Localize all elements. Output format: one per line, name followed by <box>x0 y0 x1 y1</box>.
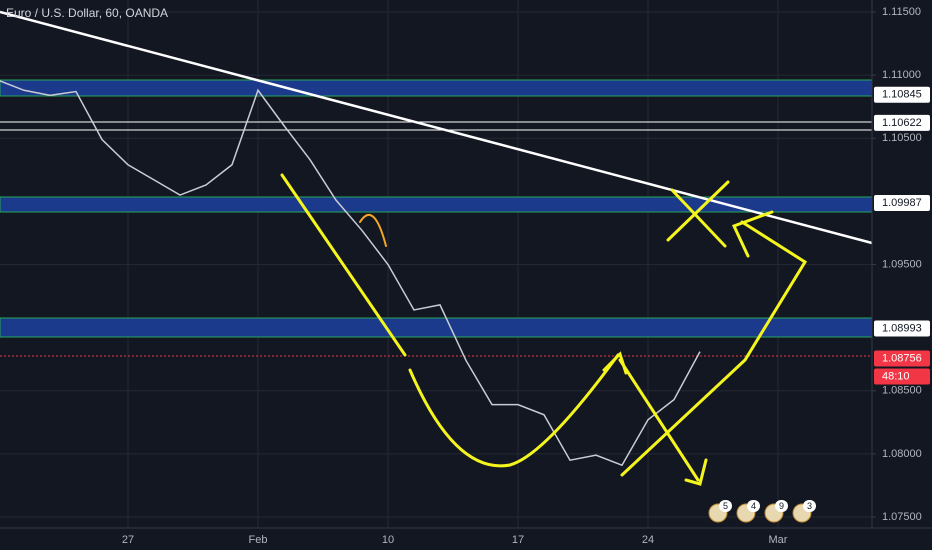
x-tick-label: Mar <box>769 534 788 546</box>
price-marker <box>874 320 930 337</box>
plot: 5 4 9 3 <box>0 80 816 523</box>
countdown: 48:10 <box>882 370 910 382</box>
drawing-stroke <box>666 180 730 248</box>
zone <box>0 317 873 338</box>
x-tick-label: 27 <box>122 534 134 546</box>
price-marker-label: 1.10845 <box>882 89 922 101</box>
price-marker-label: 1.08756 <box>882 352 922 364</box>
y-tick-label: 1.08000 <box>882 448 922 460</box>
price-axis <box>872 0 932 550</box>
drawing-stroke <box>280 173 407 357</box>
drawing-stroke <box>620 220 808 477</box>
zone <box>0 196 873 213</box>
price-line <box>0 80 701 467</box>
drawing-stroke <box>731 210 774 258</box>
y-tick-label: 1.07500 <box>882 511 922 523</box>
event-count: 4 <box>751 501 756 511</box>
x-tick-label: Feb <box>249 534 268 546</box>
event-count: 3 <box>807 501 812 511</box>
drawing-stroke <box>408 353 620 468</box>
event-badge <box>747 500 760 512</box>
drawing-stroke <box>684 458 708 486</box>
drawing-stroke <box>618 358 700 482</box>
event-badge <box>803 500 816 512</box>
y-tick-label: 1.11000 <box>882 69 921 81</box>
price-marker-label: 1.08993 <box>882 322 922 334</box>
event-count: 9 <box>779 501 784 511</box>
price-marker <box>874 114 930 131</box>
countdown-box <box>874 368 930 385</box>
x-tick-label: 17 <box>512 534 524 546</box>
price-marker <box>874 350 930 367</box>
drawing <box>280 173 808 486</box>
zone <box>0 79 873 97</box>
axis-labels: 1.11500 1.11000 1.10500 1.09500 1.08500 1.080… <box>122 6 930 546</box>
chart-title: Euro / U.S. Dollar, 60, OANDA <box>6 6 168 20</box>
y-tick-label: 1.10500 <box>882 132 922 144</box>
x-tick-label: 24 <box>642 534 654 546</box>
trend-line <box>0 10 873 245</box>
event-badge <box>719 500 732 512</box>
price-marker <box>874 195 930 212</box>
x-tick-label: 10 <box>382 534 394 546</box>
event-badge <box>775 500 788 512</box>
price-marker-label: 1.09987 <box>882 197 922 209</box>
y-tick-label: 1.11500 <box>882 6 921 18</box>
y-tick-label: 1.09500 <box>882 258 922 270</box>
y-tick-label: 1.08500 <box>882 385 922 397</box>
price-marker <box>874 86 930 103</box>
event-count: 5 <box>723 501 728 511</box>
price-marker-label: 1.10622 <box>882 117 922 129</box>
drawing-stroke <box>359 214 387 247</box>
